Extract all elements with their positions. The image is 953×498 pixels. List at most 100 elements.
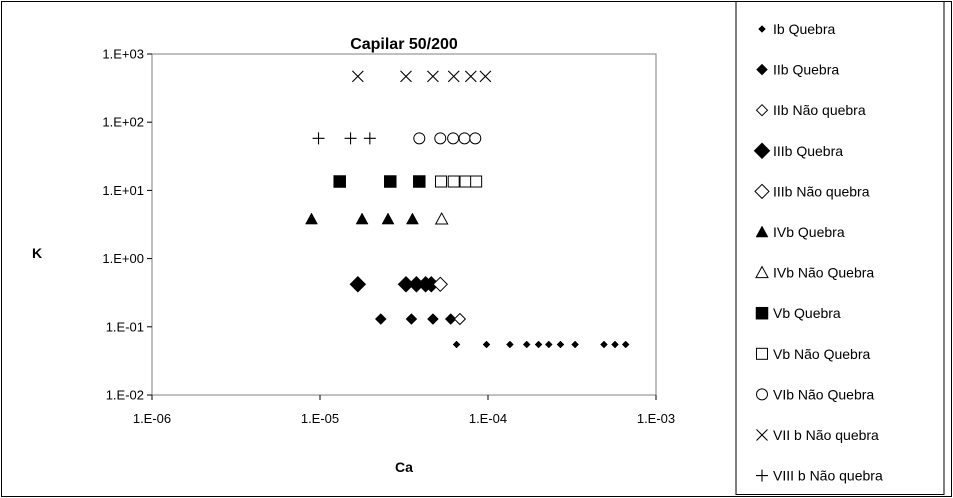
- legend-item: Vb Não Quebra: [756, 346, 870, 362]
- data-point: [413, 175, 426, 188]
- data-points: [305, 70, 630, 349]
- data-point: [464, 70, 477, 83]
- y-tick-label: 1.E+00: [102, 251, 144, 266]
- legend-item: IVb Quebra: [755, 224, 845, 240]
- data-point: [621, 340, 630, 349]
- data-point: [452, 340, 461, 349]
- y-tick-label: 1.E+03: [102, 47, 144, 62]
- data-point: [432, 276, 448, 293]
- legend-label: IIb Não quebra: [773, 102, 866, 118]
- legend-item: IIIb Não quebra: [754, 183, 870, 200]
- data-point: [600, 340, 608, 349]
- legend-item: IIb Quebra: [756, 62, 839, 78]
- legend-label: Ib Quebra: [773, 21, 835, 37]
- data-point: [506, 340, 514, 349]
- x-tick-label: 1.E-04: [469, 411, 507, 426]
- x-axis: 1.E-06 1.E-05 1.E-04 1.E-03: [133, 395, 675, 426]
- legend-label: IIIb Quebra: [773, 143, 843, 159]
- data-point: [427, 70, 439, 83]
- data-point: [459, 175, 472, 188]
- legend-item: Ib Quebra: [758, 21, 835, 37]
- data-point: [469, 132, 482, 145]
- data-point: [349, 275, 367, 293]
- data-point: [434, 175, 447, 188]
- data-point: [355, 212, 369, 225]
- data-point: [413, 132, 426, 145]
- legend-item: IIb Não quebra: [755, 102, 866, 118]
- data-point: [312, 132, 325, 145]
- data-point: [384, 175, 397, 188]
- legend-label: VII b Não quebra: [773, 427, 879, 443]
- legend-item: VIII b Não quebra: [756, 468, 883, 484]
- legend-label: IVb Não Quebra: [773, 265, 874, 281]
- x-tick-label: 1.E-06: [133, 411, 171, 426]
- chart-title: Capilar 50/200: [350, 36, 458, 53]
- legend-box: [735, 1, 945, 495]
- data-point: [381, 212, 395, 225]
- data-point: [400, 70, 412, 83]
- data-point: [444, 313, 457, 325]
- data-point: [447, 132, 460, 145]
- y-axis-label: K: [32, 245, 42, 261]
- y-tick-label: 1.E+02: [102, 115, 144, 130]
- legend-marker: [756, 469, 768, 482]
- legend-label: VIII b Não quebra: [773, 468, 883, 484]
- data-point: [534, 340, 543, 349]
- legend-label: VIb Não Quebra: [773, 386, 874, 402]
- data-point: [434, 132, 447, 145]
- legend-item: Vb Quebra: [755, 305, 841, 321]
- x-axis-label: Ca: [395, 459, 413, 475]
- x-tick-label: 1.E-03: [637, 411, 675, 426]
- legend-item: IIIb Quebra: [753, 142, 843, 160]
- data-point: [305, 212, 318, 225]
- y-axis: 1.E-02 1.E-01 1.E+00 1.E+01 1.E+02 1.E+03: [102, 47, 152, 403]
- legend-marker: [753, 142, 771, 160]
- legend-marker: [754, 183, 770, 200]
- data-point: [447, 70, 460, 83]
- legend-marker: [755, 225, 769, 238]
- data-point: [406, 212, 419, 225]
- data-point: [333, 175, 346, 188]
- data-point: [344, 132, 357, 145]
- data-point: [434, 212, 449, 225]
- legend-label: IIIb Não quebra: [773, 183, 870, 199]
- legend: Ib Quebra IIb Quebra IIb Não quebra IIIb Qu…: [753, 21, 883, 484]
- legend-marker: [755, 306, 769, 320]
- data-point: [479, 70, 492, 83]
- legend-marker: [755, 265, 769, 279]
- data-point: [482, 340, 491, 349]
- legend-marker: [758, 25, 766, 33]
- data-point: [470, 175, 483, 188]
- data-point: [374, 313, 387, 325]
- legend-marker: [756, 63, 768, 76]
- legend-label: Vb Não Quebra: [773, 346, 870, 362]
- y-tick-label: 1.E-01: [106, 319, 144, 334]
- data-point: [427, 313, 439, 325]
- legend-label: IIb Quebra: [773, 62, 839, 78]
- y-tick-label: 1.E+01: [102, 183, 144, 198]
- data-point: [556, 340, 565, 349]
- data-point: [458, 132, 471, 145]
- plot-area-border: [151, 53, 657, 396]
- legend-marker: [755, 103, 769, 117]
- legend-label: Vb Quebra: [773, 305, 841, 321]
- legend-marker: [756, 347, 768, 360]
- legend-item: VII b Não quebra: [756, 427, 879, 443]
- y-tick-label: 1.E-02: [106, 388, 144, 403]
- data-point: [405, 313, 418, 325]
- legend-marker: [756, 388, 768, 401]
- legend-label: IVb Quebra: [773, 224, 845, 240]
- data-point: [363, 132, 376, 145]
- data-point: [571, 340, 579, 349]
- data-point: [544, 340, 553, 349]
- data-point: [447, 175, 460, 188]
- data-point: [453, 312, 467, 326]
- legend-item: IVb Não Quebra: [755, 265, 874, 281]
- data-point: [522, 340, 531, 349]
- data-point: [351, 70, 364, 83]
- data-point: [611, 340, 619, 349]
- x-tick-label: 1.E-05: [301, 411, 339, 426]
- legend-marker: [756, 429, 768, 441]
- legend-item: VIb Não Quebra: [756, 386, 874, 402]
